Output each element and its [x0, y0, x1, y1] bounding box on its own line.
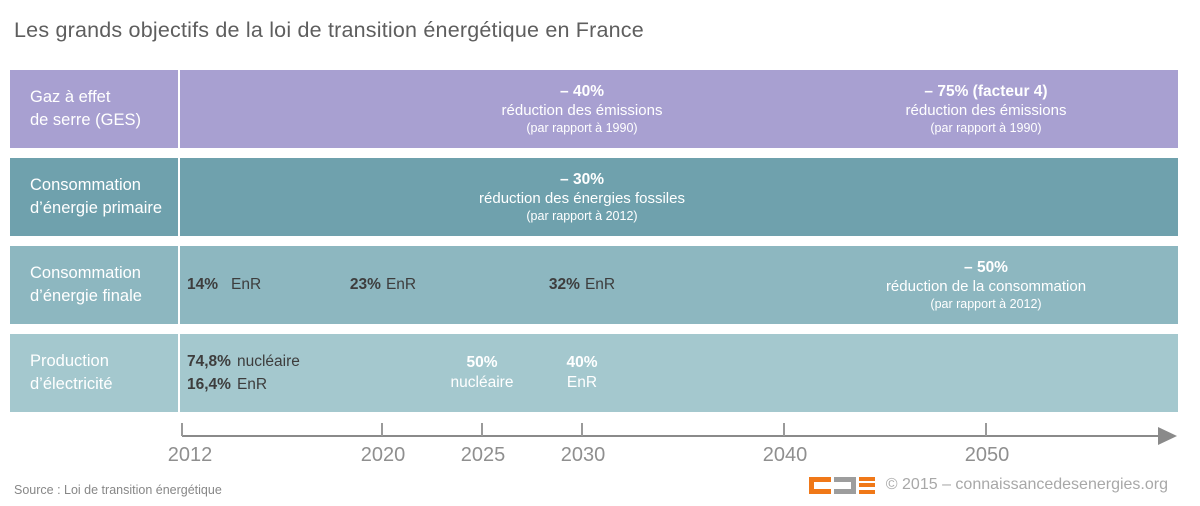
goal-baseline: (par rapport à 2012)	[930, 297, 1042, 311]
target-unit: nucléaire	[450, 374, 514, 391]
band-label-line: Gaz à effet	[30, 88, 111, 106]
goal-value: – 30%	[560, 171, 604, 188]
goal-baseline: (par rapport à 1990)	[526, 121, 638, 135]
band-energie-primaire: Consommation d’énergie primaire – 30% ré…	[10, 158, 1178, 236]
timeline-year-2040: 2040	[762, 444, 808, 466]
target-enr-2030: 40% EnR	[566, 353, 597, 393]
copyright-note: © 2015 – connaissancedesenergies.org	[885, 476, 1168, 493]
goal-value: – 50%	[964, 259, 1008, 276]
band-production-electricite-label: Production d’électricité	[10, 334, 180, 412]
logo-d-glyph	[833, 476, 856, 494]
mix-unit: nucléaire	[236, 353, 300, 370]
logo-e-glyph	[858, 476, 875, 494]
milestone-pct: 23%	[349, 276, 381, 293]
band-label-line: de serre (GES)	[30, 111, 141, 129]
goal-description: réduction des énergies fossiles	[479, 190, 685, 207]
goal-description: réduction des émissions	[905, 102, 1067, 119]
band-ges-label: Gaz à effet de serre (GES)	[10, 70, 180, 148]
mix-unit: EnR	[236, 376, 268, 393]
milestone-pct: 32%	[548, 276, 580, 293]
goal-ges-2050: – 75% (facteur 4) réduction des émission…	[906, 82, 1067, 136]
milestone-pct: 14%	[187, 276, 219, 293]
mix-2012: 74,8% nucléaire 16,4% EnR	[187, 350, 300, 396]
milestone-enr-2020: 23% EnR	[350, 276, 416, 294]
timeline-year-2012: 2012	[167, 444, 213, 466]
goal-value: – 40%	[560, 83, 604, 100]
milestone-unit: EnR	[584, 276, 616, 293]
source-note: Source : Loi de transition énergétique	[14, 483, 222, 497]
connaissance-des-energies-logo	[808, 476, 875, 494]
goal-description: réduction des émissions	[501, 102, 663, 119]
band-production-electricite: Production d’électricité 74,8% nucléaire …	[10, 334, 1178, 412]
band-label-line: Consommation	[30, 264, 141, 282]
timeline-tick-2025	[481, 423, 483, 436]
goal-description: réduction de la consommation	[885, 278, 1087, 295]
timeline-tick-2020	[381, 423, 383, 436]
milestone-unit: EnR	[231, 276, 262, 293]
milestone-unit: EnR	[385, 276, 417, 293]
timeline-year-2030: 2030	[560, 444, 606, 466]
goal-baseline: (par rapport à 2012)	[526, 209, 638, 223]
band-energie-finale: Consommation d’énergie finale 14% EnR 23%…	[10, 246, 1178, 324]
goal-value: – 75% (facteur 4)	[924, 83, 1048, 100]
page-title: Les grands objectifs de la loi de transi…	[14, 18, 644, 42]
target-nucleaire-2025: 50% nucléaire	[451, 353, 514, 393]
timeline-year-2050: 2050	[964, 444, 1010, 466]
timeline-year-2025: 2025	[460, 444, 506, 466]
timeline-arrow-icon	[1158, 427, 1177, 445]
goal-primaire-2030: – 30% réduction des énergies fossiles (p…	[479, 170, 685, 224]
band-label-line: d’électricité	[30, 375, 113, 393]
timeline-tick-2012	[181, 423, 183, 436]
goal-baseline: (par rapport à 1990)	[930, 121, 1042, 135]
target-pct: 40%	[566, 354, 598, 371]
band-energie-primaire-label: Consommation d’énergie primaire	[10, 158, 180, 236]
timeline-axis	[182, 435, 1160, 437]
milestone-enr-2030: 32% EnR	[549, 276, 615, 294]
band-label-line: d’énergie finale	[30, 287, 142, 305]
band-energie-finale-label: Consommation d’énergie finale	[10, 246, 180, 324]
mix-pct: 16,4%	[187, 376, 231, 393]
band-label-line: Production	[30, 352, 109, 370]
target-unit: EnR	[566, 374, 598, 391]
logo-c-glyph	[808, 476, 831, 494]
timeline-tick-2030	[581, 423, 583, 436]
goal-ges-2030: – 40% réduction des émissions (par rappo…	[502, 82, 663, 136]
mix-line: 74,8% nucléaire	[187, 350, 300, 373]
milestone-enr-2012: 14% EnR	[187, 276, 261, 294]
mix-pct: 74,8%	[187, 353, 231, 370]
credit-block: © 2015 – connaissancedesenergies.org	[808, 476, 1168, 494]
timeline-year-2020: 2020	[360, 444, 406, 466]
timeline-tick-2040	[783, 423, 785, 436]
target-pct: 50%	[466, 354, 498, 371]
timeline-tick-2050	[985, 423, 987, 436]
band-label-line: d’énergie primaire	[30, 199, 163, 217]
band-label-line: Consommation	[30, 176, 141, 194]
goal-finale-2050: – 50% réduction de la consommation (par …	[886, 258, 1086, 312]
band-ges: Gaz à effet de serre (GES) – 40% réducti…	[10, 70, 1178, 148]
mix-line: 16,4% EnR	[187, 373, 300, 396]
